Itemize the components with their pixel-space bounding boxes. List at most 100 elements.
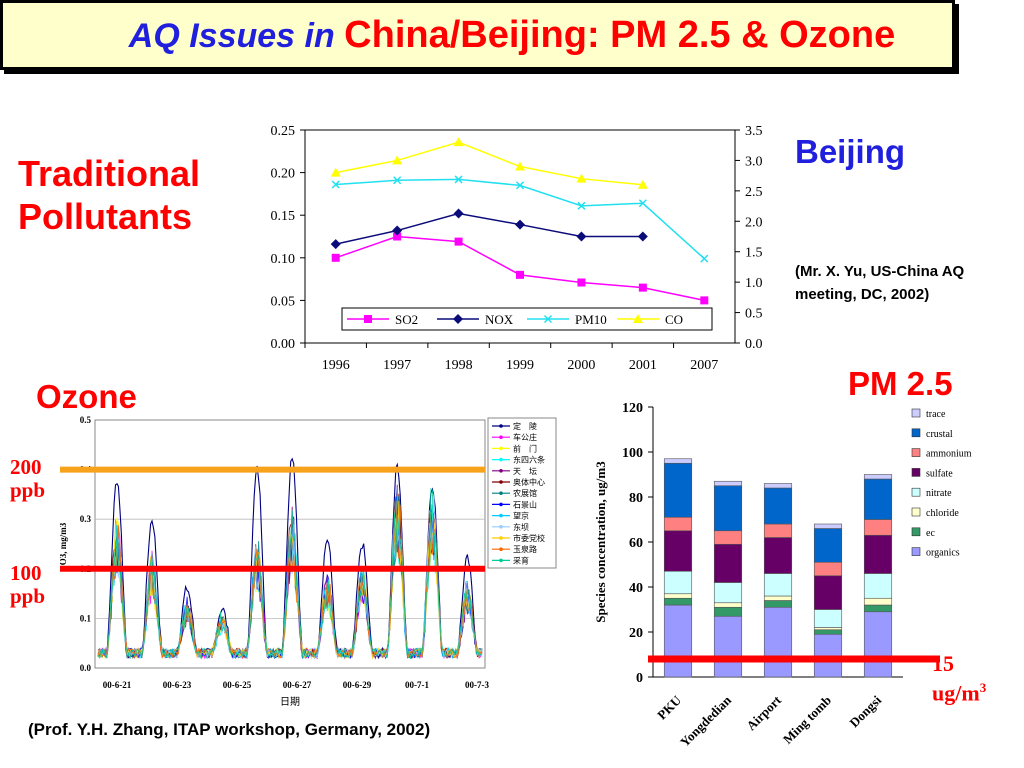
bar-segment-organics bbox=[663, 604, 693, 678]
bar-segment-crustal bbox=[813, 528, 843, 563]
series-line bbox=[335, 178, 705, 260]
data-point bbox=[700, 296, 709, 305]
bar-segment-ammonium bbox=[763, 523, 793, 538]
bar-segment-sulfate bbox=[813, 575, 843, 610]
bar-segment-chloride bbox=[763, 595, 793, 601]
bar-segment-crustal bbox=[763, 487, 793, 525]
beijing-label: Beijing bbox=[795, 133, 906, 170]
legend-marker bbox=[543, 314, 553, 324]
bar-segment-trace bbox=[813, 523, 843, 529]
bar-segment-ec bbox=[763, 600, 793, 608]
legend-marker bbox=[499, 446, 503, 451]
traditional-pollutants-chart: 0.00 0.05 0.10 0.15 0.20 0.25 0.0 0.5 1.0 1.5 2.0 2… bbox=[271, 124, 763, 373]
bar-segment-sulfate bbox=[663, 530, 693, 572]
bar-segment-nitrate bbox=[663, 570, 693, 595]
legend-marker bbox=[499, 547, 503, 551]
legend-label: 东四六条 bbox=[513, 455, 545, 465]
data-point bbox=[577, 201, 586, 210]
y-tick-label: 0.5 bbox=[80, 415, 92, 425]
bar-segment-ec bbox=[863, 604, 893, 613]
legend-marker bbox=[499, 480, 503, 484]
y-tick-label: 40 bbox=[629, 581, 643, 596]
bar-segment-trace bbox=[663, 458, 693, 464]
chart1-legend: SO2 NOX PM10 CO bbox=[341, 307, 713, 331]
data-point bbox=[453, 208, 464, 219]
legend-swatch bbox=[911, 448, 921, 457]
bar-segment-nitrate bbox=[813, 609, 843, 628]
data-point bbox=[700, 254, 709, 263]
x-tick-label: 00-6-27 bbox=[283, 680, 312, 690]
bar-segment-ammonium bbox=[663, 516, 693, 532]
x-tick-label: Yongdedian bbox=[677, 692, 735, 750]
data-point bbox=[392, 155, 403, 165]
legend-marker bbox=[499, 424, 503, 428]
y-tick-label: 0 bbox=[636, 671, 643, 686]
ozone-label: Ozone bbox=[36, 378, 137, 415]
bar-segment-organics bbox=[763, 606, 793, 678]
x-tick-label: 2000 bbox=[567, 358, 595, 373]
y-tick-label: 0.1 bbox=[80, 613, 92, 623]
right-tick-label: 3.0 bbox=[745, 154, 763, 169]
y-axis-title: O3, mg/m3 bbox=[60, 522, 68, 565]
right-tick-label: 2.5 bbox=[745, 185, 763, 200]
bar-segment-nitrate bbox=[763, 573, 793, 597]
right-tick-label: 1.5 bbox=[745, 246, 763, 261]
plot-frame bbox=[304, 129, 736, 344]
right-tick-label: 1.0 bbox=[745, 276, 763, 291]
bar-segment-chloride bbox=[863, 597, 893, 606]
data-point bbox=[331, 180, 340, 189]
legend-marker bbox=[499, 469, 503, 473]
legend-marker bbox=[499, 513, 503, 518]
ozone-line bbox=[97, 487, 483, 660]
right-tick-label: 3.5 bbox=[745, 124, 763, 139]
legend-label: sulfate bbox=[926, 468, 953, 479]
left-tick-label: 0.10 bbox=[271, 252, 296, 267]
legend-marker bbox=[453, 314, 463, 324]
legend-label: crustal bbox=[926, 429, 953, 440]
legend-swatch bbox=[911, 408, 921, 418]
data-point bbox=[453, 137, 464, 147]
x-tick-label: Airport bbox=[743, 692, 784, 733]
series-so2 bbox=[331, 232, 709, 305]
ppb200-label: 200 ppb bbox=[10, 455, 46, 502]
data-point bbox=[577, 278, 586, 287]
legend-swatch bbox=[911, 487, 921, 497]
x-tick-label: PKU bbox=[654, 692, 684, 722]
bar-segment-organics bbox=[713, 615, 743, 678]
y-tick-label: 20 bbox=[629, 626, 643, 641]
legend-label: ec bbox=[926, 528, 935, 539]
bar-segment-ammonium bbox=[713, 530, 743, 545]
legend-label: 望京 bbox=[513, 511, 529, 521]
bar-segment-trace bbox=[713, 480, 743, 487]
data-point bbox=[637, 231, 648, 242]
data-point bbox=[576, 231, 587, 242]
data-point bbox=[515, 219, 525, 230]
ug15-superscript: 3 bbox=[979, 680, 987, 695]
bar-segment-chloride bbox=[813, 627, 843, 631]
bar-segment-crustal bbox=[863, 478, 893, 520]
x-tick-label: Dongsi bbox=[846, 692, 884, 730]
ozone-chart: 0.00.10.20.30.40.5O3, mg/m300-6-2100-6-2… bbox=[60, 415, 557, 708]
data-point bbox=[638, 283, 647, 292]
data-point bbox=[330, 167, 341, 177]
y-tick-label: 60 bbox=[629, 536, 643, 551]
title-banner: AQ Issues in China/Beijing: PM 2.5 & Ozo… bbox=[0, 0, 955, 70]
bar-segment-chloride bbox=[663, 593, 693, 599]
legend-label: SO2 bbox=[395, 312, 418, 327]
legend-label: 农展馆 bbox=[513, 488, 537, 498]
bar-segment-ec bbox=[813, 629, 843, 635]
legend-label: 天 坛 bbox=[513, 466, 537, 476]
legend-label: ammonium bbox=[926, 449, 972, 460]
data-point bbox=[330, 239, 341, 250]
legend-label: NOX bbox=[485, 312, 514, 327]
x-tick-label: Ming tomb bbox=[780, 693, 834, 747]
data-point bbox=[331, 253, 340, 262]
series-nox bbox=[330, 208, 648, 250]
legend-label: 前 门 bbox=[513, 443, 537, 453]
legend-marker bbox=[499, 536, 503, 540]
data-point bbox=[515, 181, 525, 190]
legend-label: CO bbox=[665, 312, 683, 327]
title-part-1: AQ Issues in bbox=[128, 17, 345, 55]
ozone-line bbox=[97, 501, 483, 659]
